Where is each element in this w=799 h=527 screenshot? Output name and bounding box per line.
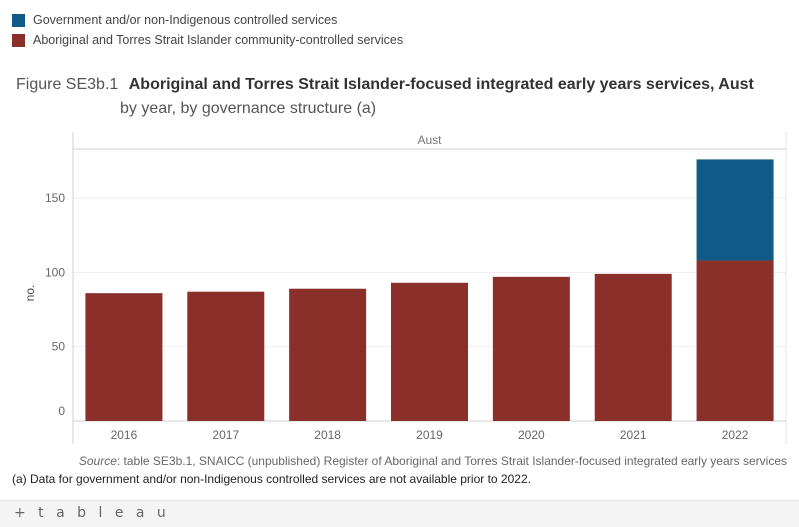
legend-label-government: Government and/or non-Indigenous control… — [33, 13, 338, 27]
legend-swatch-government — [12, 13, 25, 27]
x-tick-label: 2016 — [111, 428, 138, 442]
x-tick-label: 2018 — [314, 428, 341, 442]
title-main: Aboriginal and Torres Strait Islander-fo… — [128, 76, 754, 93]
y-tick-label: 100 — [45, 265, 65, 279]
bar-2022-series-1 — [696, 159, 774, 261]
panel-header-label: Aust — [417, 133, 442, 147]
y-axis-label: no. — [23, 285, 37, 302]
source-note: Source: table SE3b.1, SNAICC (unpublishe… — [79, 454, 787, 468]
bar-2018-series-0 — [289, 288, 367, 421]
tableau-toolbar: + t a b l e a u — [0, 500, 799, 527]
bar-2021-series-0 — [594, 273, 672, 421]
legend: Government and/or non-Indigenous control… — [12, 10, 403, 50]
x-tick-label: 2017 — [212, 428, 239, 442]
bar-chart: Aust 0 50 100 150 no. 2016 2017 2018 2019 2020 2021… — [23, 132, 787, 444]
bar-2019-series-0 — [391, 282, 468, 421]
y-tick-label: 150 — [45, 191, 65, 205]
bar-2016-series-0 — [85, 293, 163, 421]
y-tick-label: 50 — [52, 340, 66, 354]
legend-item-government[interactable]: Government and/or non-Indigenous control… — [12, 10, 403, 30]
bar-2022-series-0 — [696, 260, 774, 421]
tableau-logo[interactable]: + t a b l e a u — [14, 505, 170, 521]
x-tick-label: 2019 — [416, 428, 443, 442]
bar-2017-series-0 — [187, 291, 265, 421]
source-label: Source — [78, 454, 117, 468]
footnote: (a) Data for government and/or non-Indig… — [12, 472, 531, 486]
chart-subtitle: by year, by governance structure (a) — [120, 100, 377, 117]
legend-label-community: Aboriginal and Torres Strait Islander co… — [33, 33, 404, 47]
chart-title: Figure SE3b.1 Aboriginal and Torres Stra… — [16, 76, 754, 94]
x-tick-label: 2022 — [722, 428, 749, 442]
y-tick-label: 0 — [58, 404, 65, 418]
bar-2020-series-0 — [492, 276, 570, 421]
source-text: : table SE3b.1, SNAICC (unpublished) Reg… — [116, 454, 787, 468]
x-tick-label: 2021 — [620, 428, 647, 442]
x-tick-label: 2020 — [518, 428, 545, 442]
legend-item-community[interactable]: Aboriginal and Torres Strait Islander co… — [12, 30, 403, 50]
figure-label: Figure SE3b.1 — [16, 76, 119, 93]
legend-swatch-community — [12, 33, 25, 47]
